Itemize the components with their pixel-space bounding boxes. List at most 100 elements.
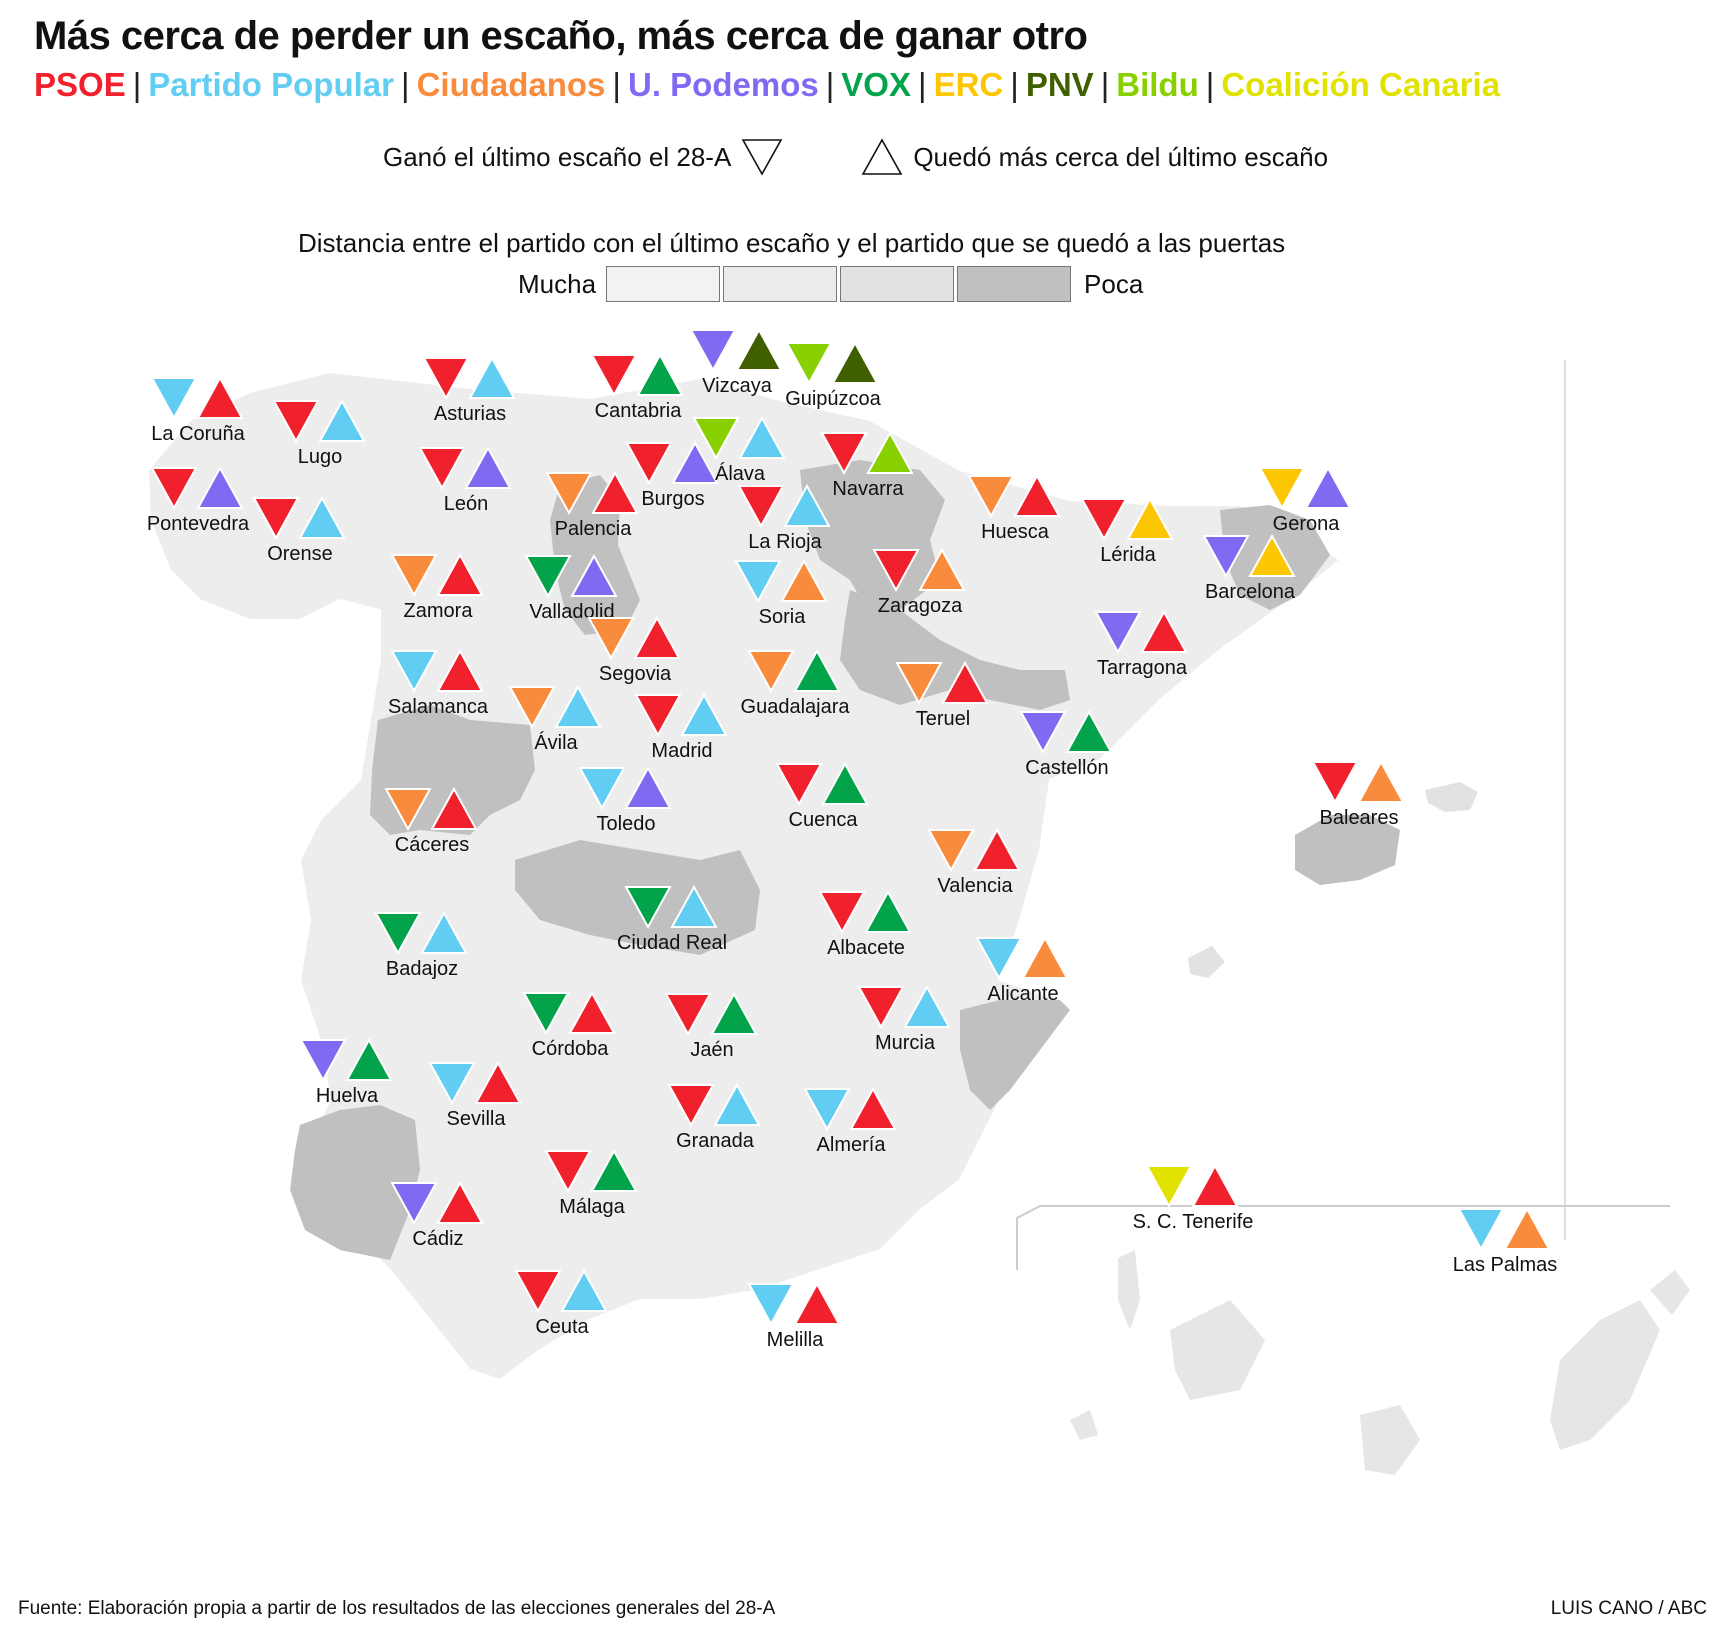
province-melilla: Melilla <box>747 1281 841 1351</box>
legend-separator: | <box>1100 66 1110 103</box>
province-label: Melilla <box>767 1329 825 1351</box>
won-seat-triangle <box>1258 467 1306 511</box>
down-triangle-icon <box>741 139 783 176</box>
province-label: Álava <box>715 462 766 485</box>
province-label: Córdoba <box>532 1038 610 1060</box>
won-seat-triangle <box>1094 611 1142 655</box>
province-label: León <box>444 493 489 515</box>
won-seat-triangle <box>775 763 823 807</box>
province-label: Ciudad Real <box>617 932 727 954</box>
won-seat-triangle <box>667 1084 715 1128</box>
province-label: Castellón <box>1025 757 1108 779</box>
closest-seat-triangle <box>973 827 1021 871</box>
distance-swatch-2 <box>723 266 838 302</box>
province-madrid: Madrid <box>634 692 728 762</box>
province-label: Asturias <box>434 403 506 425</box>
province-label: Orense <box>267 543 333 565</box>
won-seat-triangle <box>634 694 682 738</box>
province-label: La Rioja <box>748 531 822 553</box>
closest-seat-triangle <box>821 761 869 805</box>
closest-seat-triangle <box>1140 609 1188 653</box>
legend-party-cs: Ciudadanos <box>416 66 606 103</box>
closest-seat-triangle <box>430 786 478 830</box>
province-label: Guipúzcoa <box>785 388 881 410</box>
closest-seat-triangle <box>298 495 346 539</box>
closest-seat-triangle <box>624 765 672 809</box>
canary-island-1 <box>1118 1250 1140 1330</box>
legend-separator: | <box>1205 66 1215 103</box>
closest-seat-triangle <box>793 1281 841 1325</box>
won-seat-triangle <box>522 992 570 1036</box>
closest-seat-triangle <box>783 483 831 527</box>
won-seat-triangle <box>514 1270 562 1314</box>
province-label: Almería <box>817 1134 887 1156</box>
legend-party-erc: ERC <box>933 66 1004 103</box>
legend-separator: | <box>612 66 621 103</box>
canary-island-4 <box>1550 1300 1660 1450</box>
province-label: Burgos <box>641 488 704 510</box>
province-label: Las Palmas <box>1453 1254 1558 1276</box>
closest-seat-triangle <box>903 984 951 1028</box>
province-lerida: Lérida <box>1080 496 1174 566</box>
distance-swatch-4 <box>957 266 1072 302</box>
closest-seat-triangle <box>636 352 684 396</box>
won-seat-triangle <box>252 497 300 541</box>
closest-seat-triangle <box>633 615 681 659</box>
won-seat-triangle <box>418 447 466 491</box>
province-navarra: Navarra <box>820 430 914 500</box>
legend-party-cc: Coalición Canaria <box>1221 66 1501 103</box>
legend-party-psoe: PSOE <box>34 66 126 103</box>
legend-party-pnv: PNV <box>1025 66 1094 103</box>
won-seat-triangle <box>624 886 672 930</box>
won-last-seat-label: Ganó el último escaño el 28-A <box>383 141 732 172</box>
province-label: Teruel <box>916 708 970 730</box>
province-label: Granada <box>676 1130 755 1152</box>
province-cadiz: Cádiz <box>390 1180 484 1250</box>
closest-seat-triangle <box>713 1082 761 1126</box>
province-cuenca: Cuenca <box>775 761 869 831</box>
closest-seat-triangle <box>464 445 512 489</box>
province-label: Tarragona <box>1097 657 1188 679</box>
won-seat-triangle <box>390 650 438 694</box>
won-seat-triangle <box>818 891 866 935</box>
won-seat-triangle <box>820 432 868 476</box>
province-label: Valencia <box>937 875 1013 897</box>
province-s-c-tenerife: S. C. Tenerife <box>1133 1163 1253 1233</box>
legend-party-vox: VOX <box>841 66 911 103</box>
closest-last-seat-label: Quedó más cerca del último escaño <box>913 141 1329 172</box>
distance-legend-title: Distancia entre el partido con el último… <box>298 228 1286 258</box>
province-label: Pontevedra <box>147 513 250 535</box>
closest-seat-triangle <box>670 884 718 928</box>
province-la-coruna: La Coruña <box>150 375 246 445</box>
closest-seat-triangle <box>560 1268 608 1312</box>
province-label: Palencia <box>555 518 633 540</box>
island-menorca <box>1425 782 1478 812</box>
province-cordoba: Córdoba <box>522 990 616 1060</box>
closest-seat-triangle <box>1503 1206 1551 1250</box>
closest-seat-triangle <box>196 375 244 419</box>
won-seat-triangle <box>545 472 593 516</box>
won-seat-triangle <box>590 354 638 398</box>
closest-seat-triangle <box>866 430 914 474</box>
province-label: Barcelona <box>1205 581 1296 603</box>
province-label: Jaén <box>690 1039 733 1061</box>
up-triangle-icon <box>861 138 903 175</box>
province-label: Guadalajara <box>741 696 851 718</box>
distance-scale: Mucha Poca <box>518 266 1143 302</box>
province-label: Segovia <box>599 663 672 685</box>
closest-seat-triangle <box>436 552 484 596</box>
distance-swatch-1 <box>606 266 721 302</box>
closest-seat-triangle <box>1021 935 1069 979</box>
won-seat-triangle <box>737 485 785 529</box>
province-jaen: Jaén <box>664 991 758 1061</box>
closest-seat-triangle <box>864 889 912 933</box>
province-shape-huelva <box>290 1105 420 1260</box>
province-label: Lugo <box>298 446 343 468</box>
province-almeria: Almería <box>803 1086 897 1156</box>
province-granada: Granada <box>667 1082 761 1152</box>
province-shape-navarra <box>800 460 945 615</box>
won-seat-triangle <box>422 357 470 401</box>
province-guipuzcoa: Guipúzcoa <box>785 340 882 410</box>
won-seat-triangle <box>272 400 320 444</box>
legend-party-pp: Partido Popular <box>148 66 394 103</box>
